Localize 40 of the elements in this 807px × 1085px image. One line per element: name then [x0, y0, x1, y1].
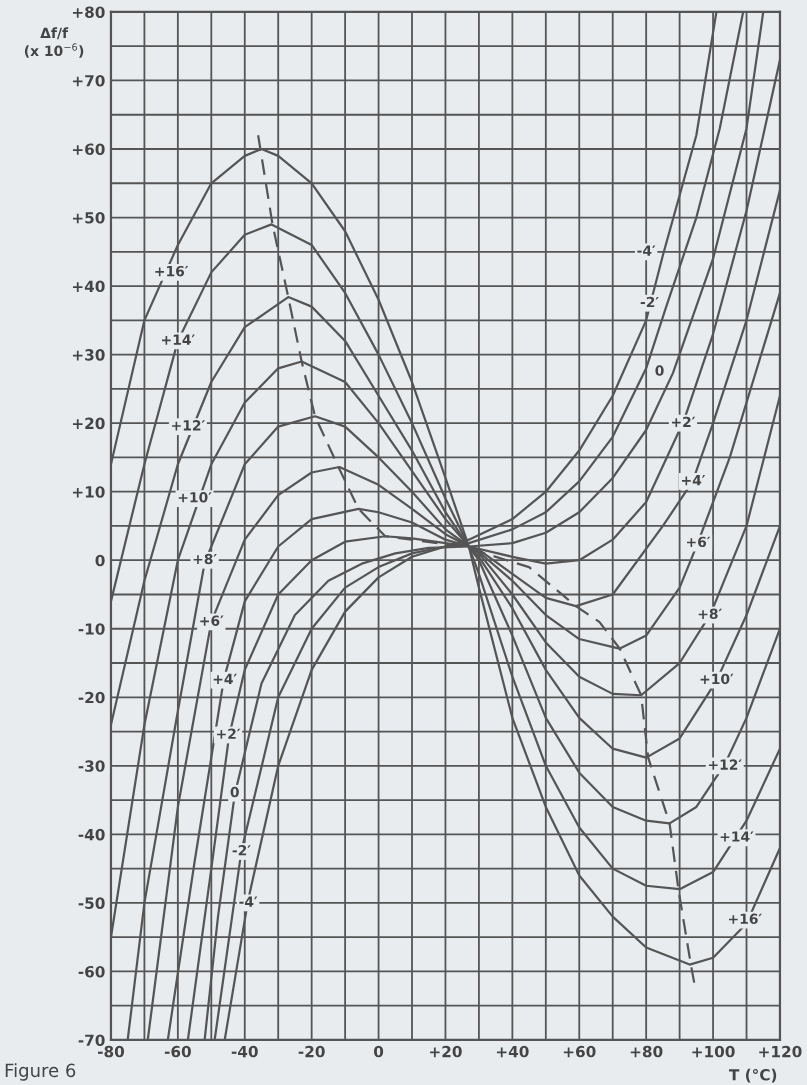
y-tick-label: -40: [78, 828, 105, 841]
annotation: -4′: [239, 896, 258, 907]
y-tick-label: -50: [78, 897, 105, 909]
y-tick-label: -70: [78, 1034, 105, 1046]
annotation: +16′: [155, 265, 189, 277]
y-tick-label: -30: [78, 760, 105, 772]
x-tick-label: +20: [430, 1045, 462, 1058]
y-tick-label: +70: [72, 74, 105, 87]
y-tick-label: -10: [78, 623, 105, 635]
y-tick-label: -60: [78, 965, 105, 978]
x-tick-label: +80: [630, 1045, 663, 1058]
y-tick-label: +80: [72, 6, 105, 18]
x-tick-label: +100: [692, 1045, 735, 1058]
y-axis-title: Δf/f (x 10$^{−6}$): [24, 27, 84, 58]
annotation: -2′: [640, 296, 659, 308]
y-tick-label: +40: [72, 280, 105, 293]
x-tick-label: -80: [97, 1045, 125, 1058]
caption: Figure 6: [5, 1063, 76, 1081]
y-tick-label: +20: [72, 417, 105, 430]
x-tick-label: +120: [759, 1045, 802, 1058]
annotation: +14′: [720, 831, 754, 842]
y-tick-label: +50: [72, 212, 105, 224]
annotation: +10′: [178, 492, 212, 503]
annotation: -2′: [232, 845, 251, 856]
x-tick-label: 0: [373, 1045, 384, 1058]
x-axis-title: T (°C): [729, 1068, 777, 1083]
annotation: 0: [655, 365, 664, 376]
x-tick-label: +40: [496, 1045, 529, 1058]
y-tick-label: -20: [78, 691, 105, 704]
annotation: -4′: [637, 245, 656, 256]
y-tick-label: +30: [72, 349, 105, 361]
y-tick-label: +10: [72, 486, 105, 498]
x-tick-label: +60: [563, 1045, 596, 1058]
annotation: +12′: [172, 420, 205, 431]
y-tick-label: 0: [95, 554, 105, 567]
x-tick-label: -40: [231, 1045, 258, 1058]
annotation: 0: [230, 786, 239, 798]
x-tick-label: -20: [298, 1045, 325, 1058]
x-tick-label: -60: [164, 1045, 191, 1058]
y-tick-label: +60: [72, 143, 105, 156]
